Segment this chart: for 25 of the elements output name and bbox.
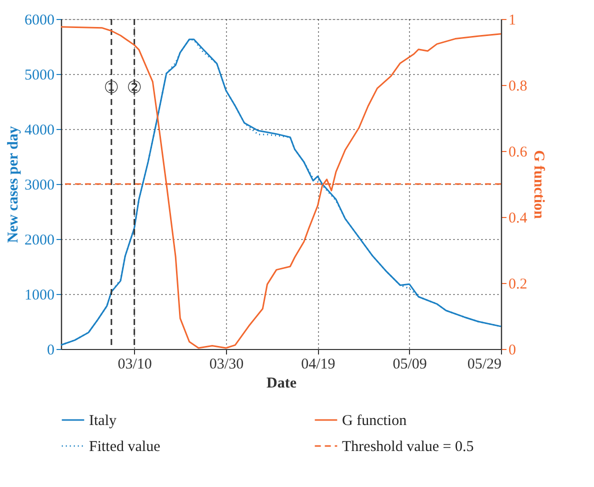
y-tick-label: 6000 (24, 12, 54, 28)
x-tick-label: 03/10 (118, 356, 152, 372)
x-tick-label: 04/19 (301, 356, 336, 372)
y2-axis-title: G function (530, 150, 546, 220)
x-tick-label: 05/09 (392, 356, 427, 372)
legend-label: Fitted value (89, 439, 161, 455)
y-tick-label: 4000 (24, 122, 54, 138)
legend-label: G function (342, 413, 408, 429)
y-tick-label: 0 (47, 342, 54, 358)
x-tick-label: 03/30 (209, 356, 244, 372)
y-tick-label: 3000 (24, 178, 54, 194)
y-tick-label: 5000 (24, 68, 54, 84)
y2-tick-label: 0 (508, 342, 516, 358)
y-tick-label: 2000 (24, 232, 54, 248)
y2-tick-label: 1 (508, 12, 516, 28)
x-axis-title: Date (266, 376, 297, 392)
legend-label: Threshold value = 0.5 (342, 439, 474, 455)
legend-label: Italy (89, 413, 117, 429)
y-axis-title: New cases per day (6, 126, 22, 243)
y-tick-label: 1000 (24, 288, 54, 304)
y2-tick-label: 0.2 (508, 276, 528, 292)
x-tick-label: 05/29 (467, 356, 502, 372)
y2-tick-label: 0.4 (508, 210, 528, 226)
y2-tick-label: 0.8 (508, 78, 528, 94)
y2-tick-label: 0.6 (508, 144, 528, 160)
